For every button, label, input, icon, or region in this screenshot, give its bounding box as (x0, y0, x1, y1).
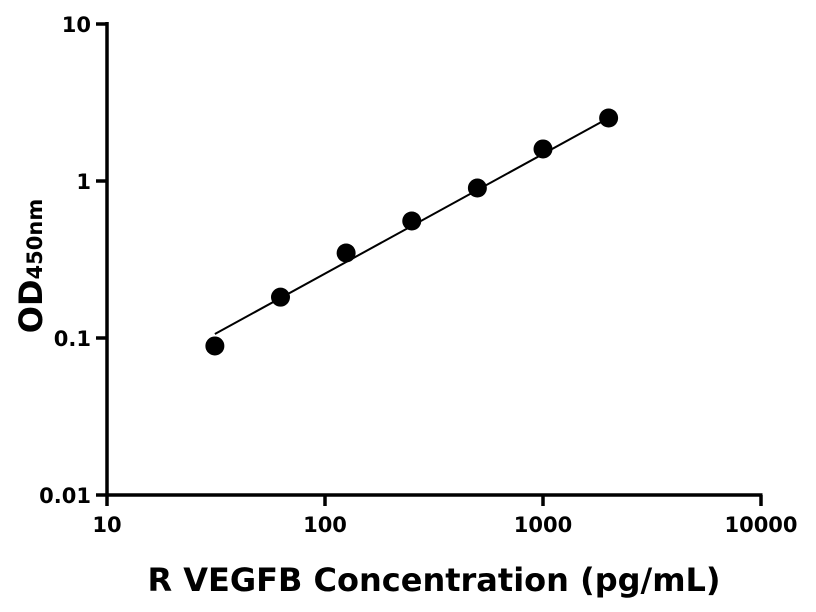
data-points (205, 108, 619, 356)
y-tick-label: 1 (76, 170, 91, 194)
x-tick-label: 100 (303, 513, 347, 537)
y-tick-label: 0.01 (39, 484, 91, 508)
data-point (533, 139, 553, 159)
data-point (402, 211, 422, 231)
axes (105, 22, 763, 497)
ticks: 10 100 1000 10000 0.01 0.1 1 10 (39, 13, 797, 537)
x-tick-label: 10 (92, 513, 121, 537)
data-point (271, 287, 291, 307)
y-axis-label: OD450nm (12, 199, 50, 333)
y-tick-label: 10 (62, 13, 91, 37)
data-point (205, 336, 225, 356)
data-point (336, 243, 356, 263)
x-tick-label: 1000 (514, 513, 572, 537)
y-axis-label-sub: 450nm (23, 199, 47, 280)
data-point (599, 108, 619, 128)
y-axis-label-main: OD (12, 279, 50, 333)
data-point (467, 178, 487, 198)
y-tick-label: 0.1 (54, 327, 91, 351)
x-tick-label: 10000 (724, 513, 797, 537)
x-axis-label: R VEGFB Concentration (pg/mL) (147, 561, 720, 599)
